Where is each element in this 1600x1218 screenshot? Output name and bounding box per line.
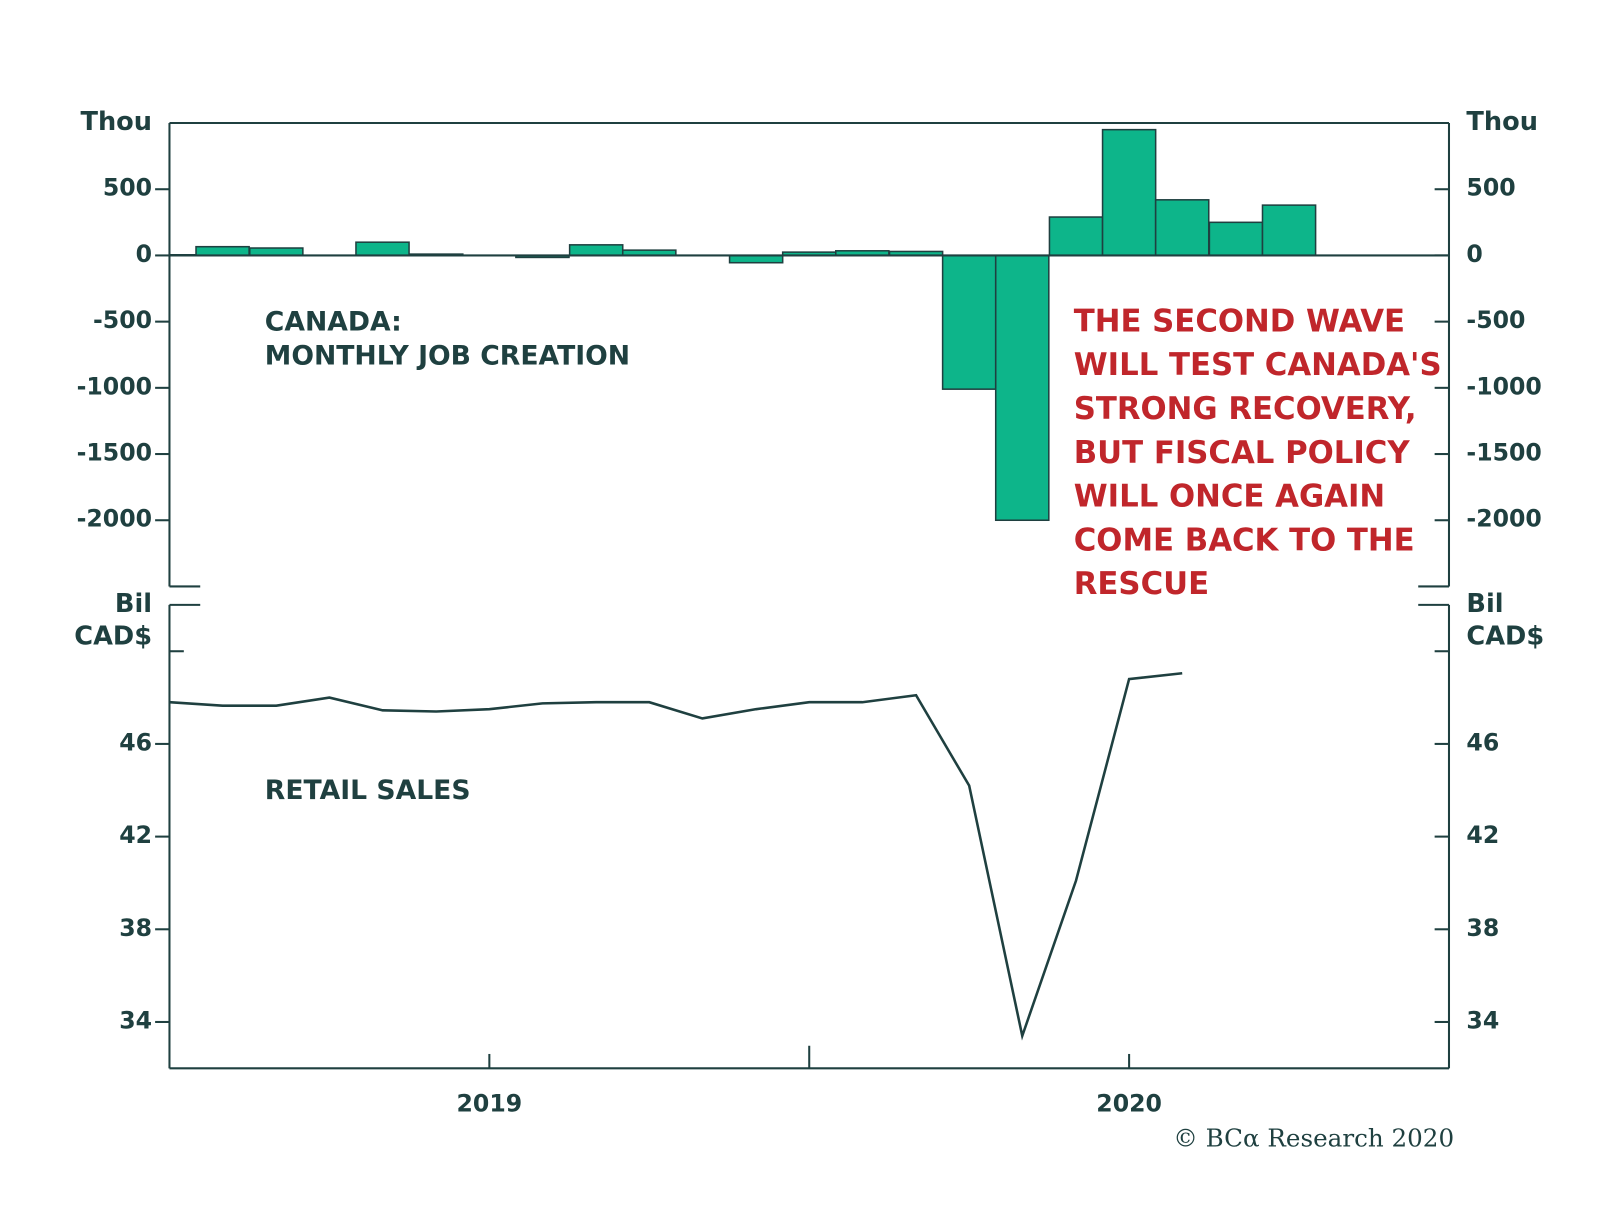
x-tick-label: 2019 xyxy=(457,1090,523,1118)
y-tick-label: -500 xyxy=(1466,306,1525,334)
y-tick-label: -1000 xyxy=(1466,372,1541,400)
annotation: MONTHLY JOB CREATION xyxy=(265,340,630,371)
bar xyxy=(728,254,784,264)
y-tick-label: -1000 xyxy=(77,372,152,400)
bar xyxy=(568,244,624,257)
y-tick-label: 34 xyxy=(119,1006,152,1034)
credit: © BCα Research 2020 xyxy=(1173,1124,1454,1153)
y-tick-label: -1500 xyxy=(77,439,152,467)
y-tick-label: -2000 xyxy=(77,505,152,533)
y-tick-label: 42 xyxy=(1466,821,1499,849)
y-tick-label: 38 xyxy=(119,914,152,942)
bar xyxy=(1101,128,1157,257)
y-tick-label: -2000 xyxy=(1466,505,1541,533)
bar xyxy=(1154,199,1210,257)
y-tick-label: 500 xyxy=(103,174,152,202)
annotation: RETAIL SALES xyxy=(265,775,471,806)
callout: RESCUE xyxy=(1074,566,1209,602)
y-tick-label: 0 xyxy=(136,240,152,268)
callout: THE SECOND WAVE xyxy=(1074,303,1405,339)
bar xyxy=(1208,221,1264,257)
callout: WILL ONCE AGAIN xyxy=(1074,479,1385,515)
callout: STRONG RECOVERY, xyxy=(1074,391,1417,427)
bar xyxy=(1261,204,1317,257)
y-unit-label: CAD$ xyxy=(1466,622,1544,652)
y-unit-label: CAD$ xyxy=(74,622,152,652)
y-tick-label: 42 xyxy=(119,821,152,849)
y-unit-label: Bil xyxy=(115,589,152,619)
bar xyxy=(1048,216,1104,257)
y-tick-label: 46 xyxy=(1466,728,1499,756)
callout: BUT FISCAL POLICY xyxy=(1074,435,1411,471)
line xyxy=(169,671,1183,1041)
y-tick-label: 46 xyxy=(119,728,152,756)
bar xyxy=(355,241,410,257)
y-tick-label: 500 xyxy=(1466,174,1515,202)
y-unit-label: Thou xyxy=(80,107,152,137)
callout: WILL TEST CANADA'S xyxy=(1074,347,1442,383)
bar xyxy=(941,254,997,390)
y-unit-label: Bil xyxy=(1466,589,1503,619)
x-tick-label: 2020 xyxy=(1096,1090,1162,1118)
bar xyxy=(994,254,1050,522)
y-tick-label: -1500 xyxy=(1466,439,1541,467)
y-unit-label: Thou xyxy=(1466,107,1538,137)
callout: COME BACK TO THE xyxy=(1074,522,1415,558)
bar xyxy=(248,247,304,257)
y-tick-label: 34 xyxy=(1466,1006,1499,1034)
bar xyxy=(195,245,250,257)
y-tick-label: 38 xyxy=(1466,914,1499,942)
annotation: CANADA: xyxy=(265,306,402,337)
y-tick-label: 0 xyxy=(1466,240,1482,268)
y-tick-label: -500 xyxy=(93,306,152,334)
